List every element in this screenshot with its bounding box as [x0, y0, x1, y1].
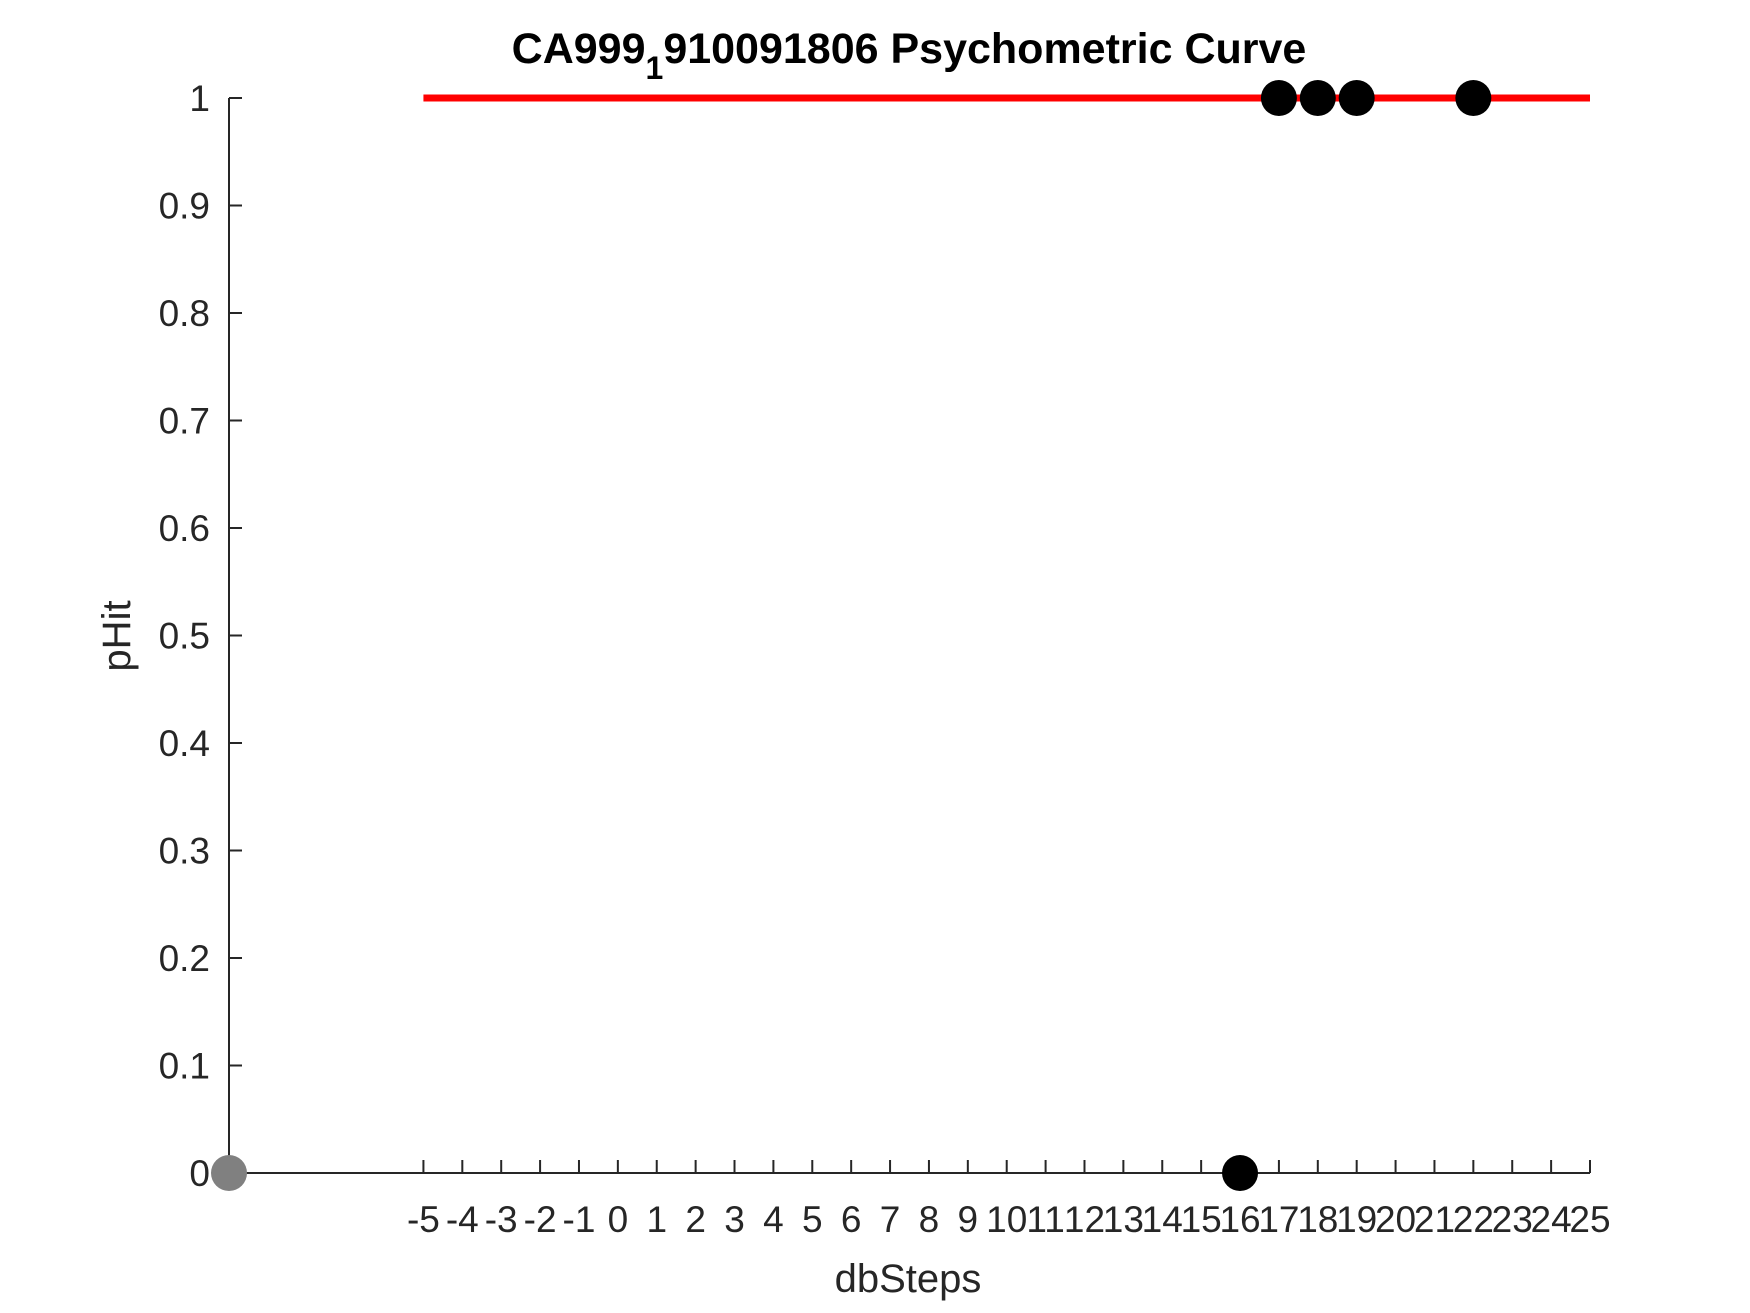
x-tick-label: 15	[1181, 1199, 1222, 1240]
y-tick-label: 0	[189, 1153, 210, 1194]
x-tick-label: 2	[685, 1199, 706, 1240]
y-tick-label: 0.3	[159, 831, 210, 872]
y-axis: 0 0.1 0.2 0.3 0.4 0.5 0.6 0.7 0.8 0.9 1	[159, 78, 242, 1194]
y-tick-label: 0.9	[159, 186, 210, 227]
x-tick-label: 9	[958, 1199, 979, 1240]
y-axis-label: pHit	[95, 600, 139, 671]
title-main: CA999	[512, 25, 646, 73]
data-point	[1222, 1155, 1259, 1191]
x-tick-label: 24	[1531, 1199, 1572, 1240]
x-tick-label: 20	[1375, 1199, 1416, 1240]
x-tick-label: -4	[446, 1199, 479, 1240]
x-tick-label: 0	[608, 1199, 629, 1240]
y-tick-label: 0.1	[159, 1046, 210, 1087]
x-tick-label: -3	[485, 1199, 518, 1240]
x-tick-label: 6	[841, 1199, 862, 1240]
x-tick-label: -5	[407, 1199, 440, 1240]
data-point	[1260, 80, 1297, 116]
x-tick-label: 21	[1414, 1199, 1455, 1240]
x-axis-label: dbSteps	[835, 1257, 982, 1301]
data-point	[1338, 80, 1375, 116]
x-tick-label: 12	[1064, 1199, 1105, 1240]
y-tick-label: 0.5	[159, 616, 210, 657]
x-tick-label: 13	[1103, 1199, 1144, 1240]
x-tick-label: -1	[563, 1199, 596, 1240]
x-tick-label: 22	[1453, 1199, 1494, 1240]
x-axis: -5 -4 -3 -2 -1 0 1 2 3 4 5 6 7 8 9 10 11 1213141516171819…	[229, 1160, 1611, 1240]
title-rest: 910091806 Psychometric Curve	[663, 25, 1306, 73]
data-point	[1455, 80, 1492, 116]
title-subscript: 1	[646, 50, 664, 86]
chart-title: CA9991910091806 Psychometric Curve	[512, 25, 1307, 86]
x-tick-label: 4	[763, 1199, 784, 1240]
x-tick-label: 25	[1569, 1199, 1610, 1240]
data-point	[1299, 80, 1336, 116]
y-tick-label: 0.4	[159, 723, 210, 764]
x-tick-label: 3	[724, 1199, 745, 1240]
x-tick-label: 8	[919, 1199, 940, 1240]
y-tick-label: 0.7	[159, 401, 210, 442]
data-point	[211, 1155, 247, 1191]
x-tick-label: 5	[802, 1199, 823, 1240]
y-tick-label: 0.2	[159, 938, 210, 979]
x-tick-label: 16	[1219, 1199, 1260, 1240]
x-tick-label: 23	[1492, 1199, 1533, 1240]
x-tick-label: 17	[1258, 1199, 1299, 1240]
x-tick-label: 7	[880, 1199, 901, 1240]
y-tick-label: 0.8	[159, 293, 210, 334]
x-tick-label: 10	[986, 1199, 1027, 1240]
y-tick-label: 1	[189, 78, 210, 119]
x-tick-label: 18	[1297, 1199, 1338, 1240]
x-tick-label: 1	[646, 1199, 667, 1240]
x-tick-label: 19	[1336, 1199, 1377, 1240]
x-tick-label: -2	[524, 1199, 557, 1240]
data-points	[211, 80, 1492, 1191]
y-tick-label: 0.6	[159, 508, 210, 549]
x-tick-label: 14	[1142, 1199, 1183, 1240]
x-tick-label: 11	[1026, 1199, 1064, 1240]
